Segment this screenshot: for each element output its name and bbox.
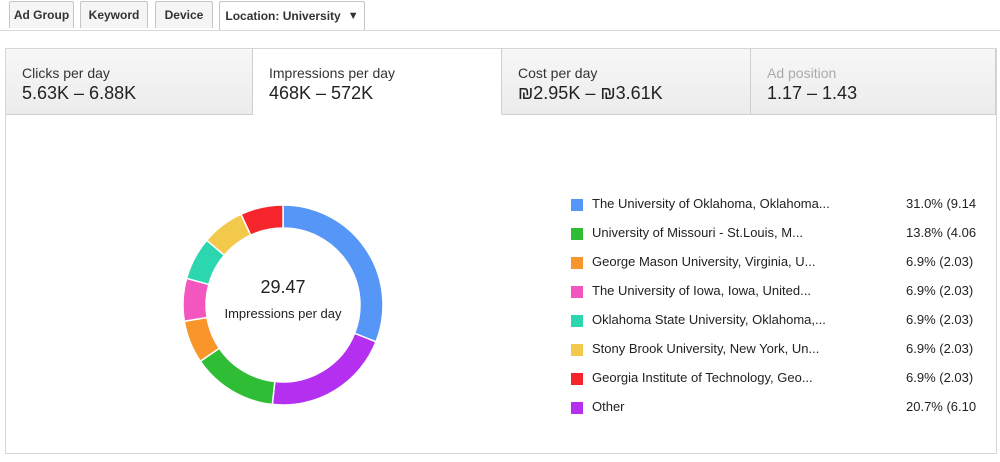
tab-label: Location: University bbox=[225, 9, 341, 23]
donut-slice[interactable] bbox=[239, 204, 284, 237]
tab-cost-per-day[interactable]: Cost per day ₪2.95K – ₪3.61K bbox=[502, 49, 751, 115]
tab-label: Keyword bbox=[88, 8, 140, 22]
legend-swatch bbox=[571, 315, 583, 327]
donut-chart[interactable] bbox=[178, 200, 388, 410]
tab-keyword[interactable]: Keyword bbox=[80, 1, 148, 28]
legend-value: 20.7% (6.10 bbox=[906, 399, 977, 414]
metric-value: 468K – 572K bbox=[269, 83, 374, 103]
legend-item[interactable]: George Mason University, Virginia, U... 6… bbox=[571, 251, 1000, 280]
legend-item[interactable]: Oklahoma State University, Oklahoma,... 6… bbox=[571, 309, 1000, 338]
metric-value: ₪2.95K – ₪3.61K bbox=[518, 83, 663, 103]
chevron-down-icon: ▼ bbox=[347, 10, 359, 22]
legend-swatch bbox=[571, 199, 583, 211]
legend-value: 6.9% (2.03) bbox=[906, 312, 974, 327]
legend-label: Georgia Institute of Technology, Geo... bbox=[592, 370, 813, 385]
legend-label: University of Missouri - St.Louis, M... bbox=[592, 225, 803, 240]
metric-label: Ad position bbox=[767, 65, 837, 81]
tab-label: Device bbox=[164, 8, 204, 22]
legend-swatch bbox=[571, 344, 583, 356]
metric-label: Clicks per day bbox=[22, 65, 110, 81]
metric-label: Cost per day bbox=[518, 65, 598, 81]
legend-item[interactable]: The University of Iowa, Iowa, United... 6… bbox=[571, 280, 1000, 309]
tab-label: Ad Group bbox=[13, 8, 70, 22]
metric-value: 5.63K – 6.88K bbox=[22, 83, 137, 103]
legend-value: 31.0% (9.14 bbox=[906, 196, 977, 211]
tab-impressions-per-day[interactable]: Impressions per day 468K – 572K bbox=[253, 49, 502, 115]
legend-item[interactable]: The University of Oklahoma, Oklahoma... 3… bbox=[571, 193, 1000, 222]
legend-value: 6.9% (2.03) bbox=[906, 341, 974, 356]
tab-ad-position[interactable]: Ad position 1.17 – 1.43 bbox=[751, 49, 996, 115]
metric-label: Impressions per day bbox=[269, 65, 396, 81]
legend-value: 6.9% (2.03) bbox=[906, 283, 974, 298]
segment-panel: Clicks per day 5.63K – 6.88K Impressions… bbox=[5, 48, 997, 454]
legend-swatch bbox=[571, 228, 583, 240]
legend-swatch bbox=[571, 257, 583, 269]
legend-value: 13.8% (4.06 bbox=[906, 225, 977, 240]
donut-slice[interactable] bbox=[199, 347, 276, 406]
filter-tab-bar: Ad Group Keyword Device Location: Univer… bbox=[0, 0, 1000, 31]
legend-value: 6.9% (2.03) bbox=[906, 254, 974, 269]
tab-ad-group[interactable]: Ad Group bbox=[9, 1, 74, 28]
legend-swatch bbox=[571, 373, 583, 385]
metric-tabs: Clicks per day 5.63K – 6.88K Impressions… bbox=[6, 49, 996, 115]
legend-item[interactable]: University of Missouri - St.Louis, M... 1… bbox=[571, 222, 1000, 251]
legend-label: George Mason University, Virginia, U... bbox=[592, 254, 816, 269]
legend-swatch bbox=[571, 402, 583, 414]
chart-legend: The University of Oklahoma, Oklahoma... 3… bbox=[571, 193, 1000, 425]
legend-label: The University of Oklahoma, Oklahoma... bbox=[592, 196, 830, 211]
legend-value: 6.9% (2.03) bbox=[906, 370, 974, 385]
legend-label: The University of Iowa, Iowa, United... bbox=[592, 283, 811, 298]
tab-device[interactable]: Device bbox=[155, 1, 213, 28]
legend-label: Oklahoma State University, Oklahoma,... bbox=[592, 312, 826, 327]
tab-location-dropdown[interactable]: Location: University ▼ bbox=[219, 1, 365, 30]
donut-center-label: Impressions per day bbox=[224, 306, 342, 321]
donut-slice[interactable] bbox=[282, 204, 384, 343]
legend-swatch bbox=[571, 286, 583, 298]
legend-item[interactable]: Other 20.7% (6.10 bbox=[571, 396, 1000, 425]
legend-label: Stony Brook University, New York, Un... bbox=[592, 341, 820, 356]
metric-value: 1.17 – 1.43 bbox=[767, 83, 858, 103]
legend-label: Other bbox=[592, 399, 625, 414]
donut-center-value: 29.47 bbox=[260, 277, 306, 297]
legend-item[interactable]: Stony Brook University, New York, Un... 6… bbox=[571, 338, 1000, 367]
tab-clicks-per-day[interactable]: Clicks per day 5.63K – 6.88K bbox=[6, 49, 253, 115]
donut-slice[interactable] bbox=[271, 332, 377, 406]
legend-item[interactable]: Georgia Institute of Technology, Geo... 6… bbox=[571, 367, 1000, 396]
